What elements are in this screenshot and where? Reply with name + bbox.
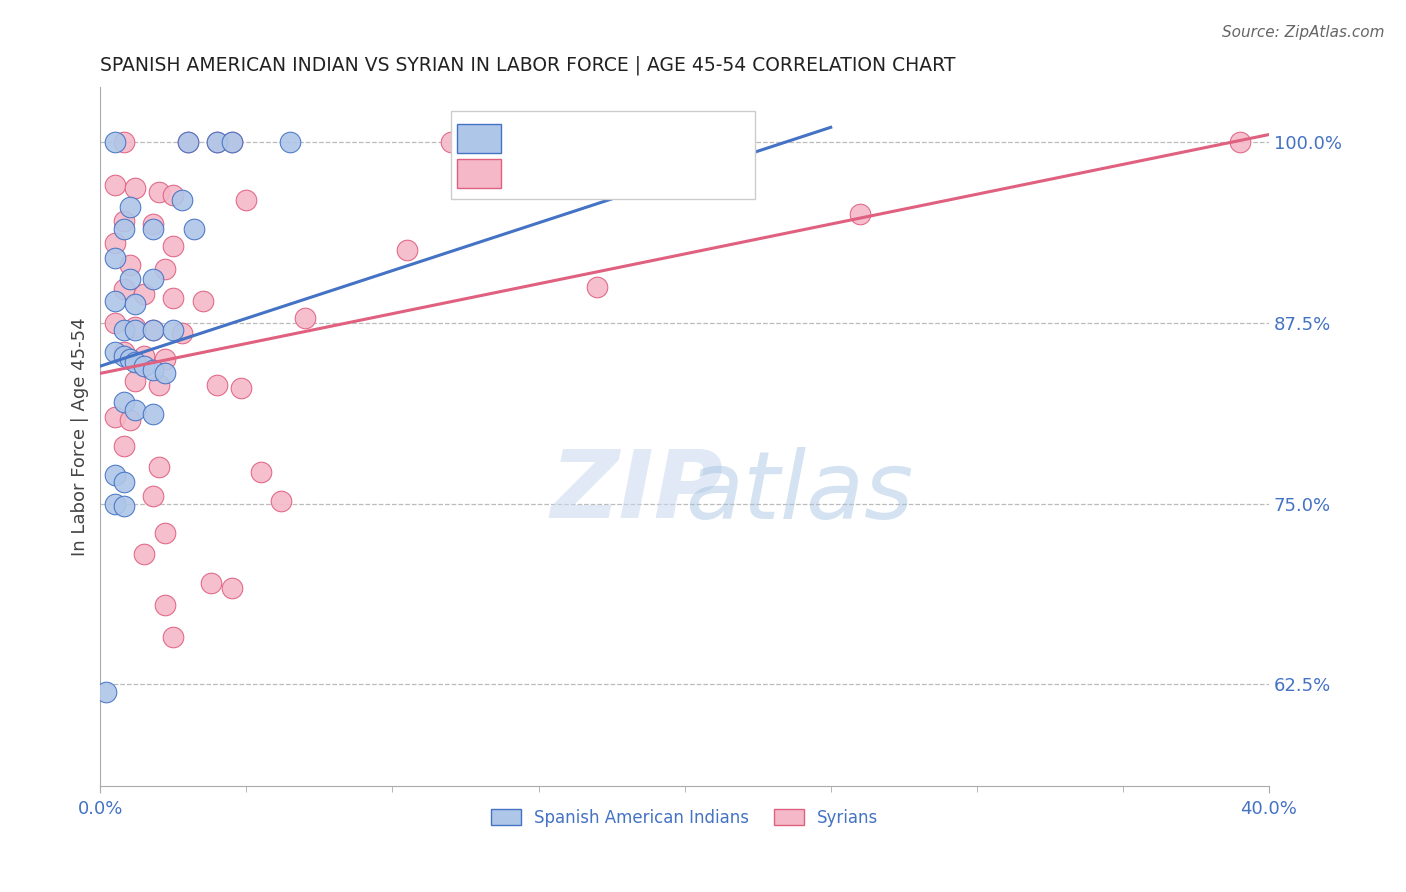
Point xyxy=(104,251,127,265)
Text: N = 34: N = 34 xyxy=(650,129,718,148)
Text: Source: ZipAtlas.com: Source: ZipAtlas.com xyxy=(1222,25,1385,40)
Point xyxy=(112,135,135,149)
Point xyxy=(112,344,135,359)
Point xyxy=(172,193,194,207)
Point xyxy=(148,378,170,392)
Point xyxy=(96,684,118,698)
Point xyxy=(118,272,141,286)
Point xyxy=(112,500,135,514)
Point xyxy=(112,323,135,337)
Point xyxy=(104,316,127,330)
Point xyxy=(278,135,301,149)
Point xyxy=(148,186,170,200)
Point xyxy=(142,323,165,337)
Point xyxy=(112,475,135,489)
Point xyxy=(200,576,222,591)
Point xyxy=(104,293,127,308)
Point xyxy=(142,217,165,231)
Point xyxy=(177,135,200,149)
Point xyxy=(153,598,176,612)
Point xyxy=(162,630,184,644)
Point xyxy=(142,363,165,377)
Point xyxy=(162,291,184,305)
Point xyxy=(112,395,135,409)
Point xyxy=(112,439,135,453)
Point xyxy=(124,297,146,311)
Point xyxy=(153,351,176,366)
Text: N = 50: N = 50 xyxy=(650,164,718,183)
Point xyxy=(440,135,463,149)
Point xyxy=(104,236,127,251)
Point xyxy=(221,581,243,595)
Point xyxy=(270,493,292,508)
Point xyxy=(191,293,214,308)
Point xyxy=(229,381,252,395)
Point xyxy=(162,188,184,202)
Point xyxy=(118,412,141,426)
Point xyxy=(849,207,872,221)
Point xyxy=(205,135,228,149)
Text: R = 0.404: R = 0.404 xyxy=(513,129,610,148)
Point xyxy=(104,344,127,359)
Point xyxy=(112,282,135,296)
Point xyxy=(124,374,146,388)
Point xyxy=(124,181,146,195)
Point xyxy=(221,135,243,149)
Point xyxy=(183,221,205,235)
Point xyxy=(148,460,170,475)
Point xyxy=(396,244,419,258)
Point xyxy=(118,351,141,366)
Point xyxy=(142,323,165,337)
Point xyxy=(104,467,127,482)
Point xyxy=(112,349,135,363)
Point xyxy=(205,378,228,392)
Point xyxy=(586,279,609,293)
Point xyxy=(153,262,176,277)
Point xyxy=(124,402,146,417)
Point xyxy=(104,178,127,193)
Point xyxy=(221,135,243,149)
Point xyxy=(250,465,273,479)
Point xyxy=(112,221,135,235)
Point xyxy=(112,214,135,228)
Text: R = 0.346: R = 0.346 xyxy=(513,164,612,183)
Point xyxy=(153,367,176,381)
Point xyxy=(177,135,200,149)
Y-axis label: In Labor Force | Age 45-54: In Labor Force | Age 45-54 xyxy=(72,317,89,556)
Text: atlas: atlas xyxy=(685,447,912,538)
Text: ZIP: ZIP xyxy=(550,446,723,538)
Point xyxy=(162,239,184,253)
FancyBboxPatch shape xyxy=(451,112,755,199)
Point xyxy=(1229,135,1251,149)
Point xyxy=(172,326,194,340)
Point xyxy=(205,135,228,149)
Point xyxy=(118,200,141,214)
FancyBboxPatch shape xyxy=(457,124,501,153)
Point xyxy=(104,497,127,511)
Point xyxy=(294,311,316,326)
Point xyxy=(162,323,184,337)
Legend: Spanish American Indians, Syrians: Spanish American Indians, Syrians xyxy=(484,802,886,833)
Point xyxy=(124,355,146,369)
Point xyxy=(142,407,165,421)
FancyBboxPatch shape xyxy=(457,159,501,188)
Point xyxy=(235,193,257,207)
Point xyxy=(134,547,156,561)
Point xyxy=(153,525,176,540)
Point xyxy=(104,135,127,149)
Point xyxy=(104,409,127,424)
Point xyxy=(134,349,156,363)
Point xyxy=(142,489,165,503)
Point xyxy=(134,286,156,301)
Point xyxy=(124,323,146,337)
Point xyxy=(134,359,156,373)
Point xyxy=(118,258,141,272)
Point xyxy=(142,221,165,235)
Point xyxy=(142,272,165,286)
Point xyxy=(124,320,146,334)
Text: SPANISH AMERICAN INDIAN VS SYRIAN IN LABOR FORCE | AGE 45-54 CORRELATION CHART: SPANISH AMERICAN INDIAN VS SYRIAN IN LAB… xyxy=(100,55,956,75)
